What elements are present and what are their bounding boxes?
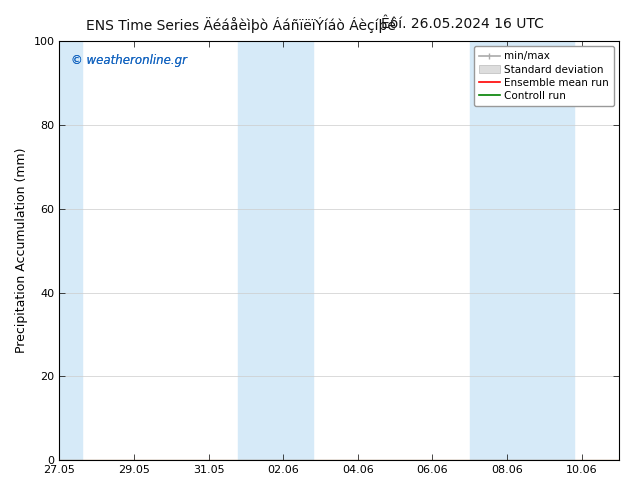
Text: Êôí. 26.05.2024 16 UTC: Êôí. 26.05.2024 16 UTC xyxy=(382,17,544,31)
Bar xyxy=(56,41,82,460)
Text: © weatheronline.gr: © weatheronline.gr xyxy=(70,53,186,67)
Bar xyxy=(470,41,574,460)
Y-axis label: Precipitation Accumulation (mm): Precipitation Accumulation (mm) xyxy=(15,148,28,353)
Text: ENS Time Series Äéáåèìþò ÁáñïëïÝíáò Áèçíþé: ENS Time Series Äéáåèìþò ÁáñïëïÝíáò Áèçí… xyxy=(86,17,396,33)
Legend: min/max, Standard deviation, Ensemble mean run, Controll run: min/max, Standard deviation, Ensemble me… xyxy=(474,46,614,106)
Text: © weatheronline.gr: © weatheronline.gr xyxy=(70,53,186,67)
Bar xyxy=(238,41,313,460)
